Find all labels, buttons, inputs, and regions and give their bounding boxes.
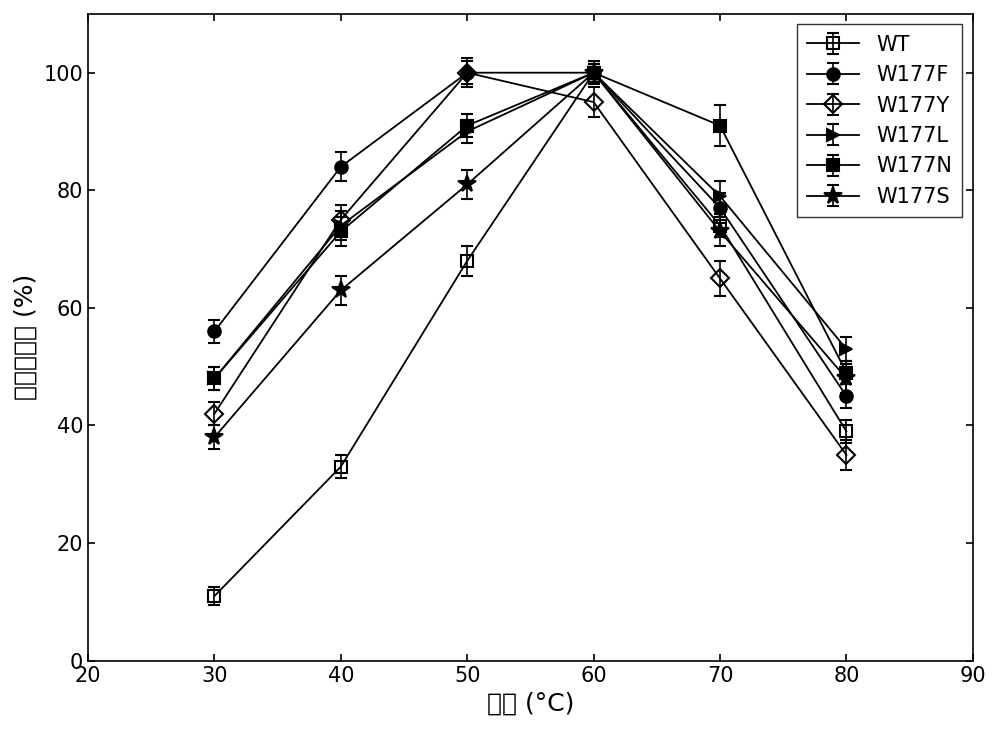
X-axis label: 温度 (°C): 温度 (°C) xyxy=(487,691,574,715)
Y-axis label: 相对比活力 (%): 相对比活力 (%) xyxy=(14,274,38,400)
Legend: WT, W177F, W177Y, W177L, W177N, W177S: WT, W177F, W177Y, W177L, W177N, W177S xyxy=(797,24,962,217)
